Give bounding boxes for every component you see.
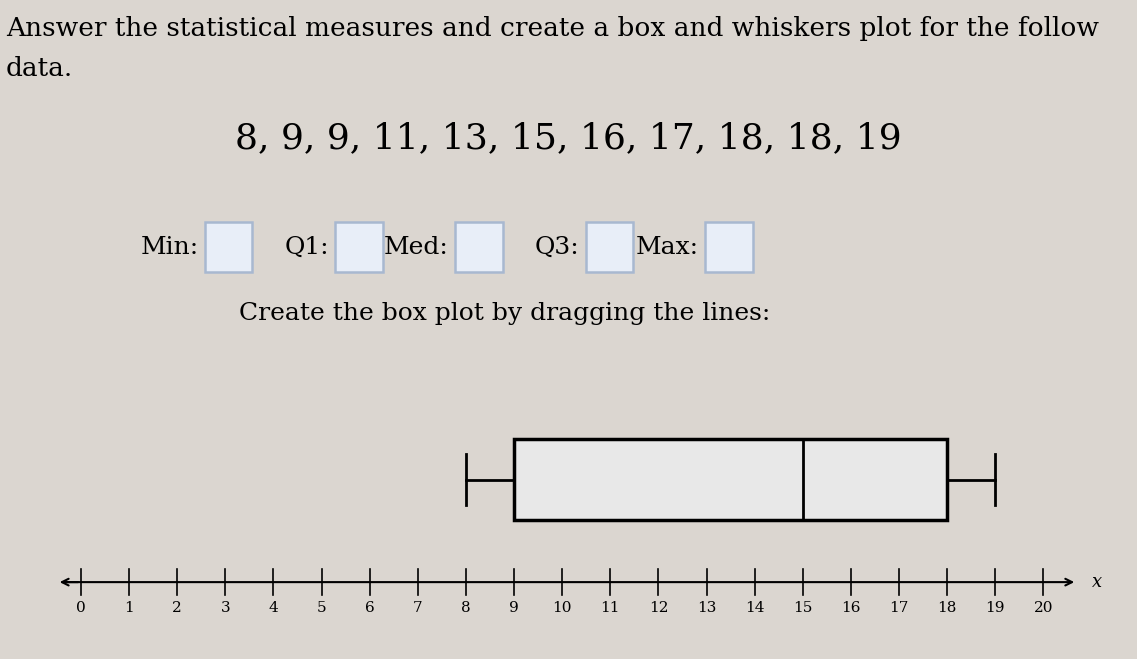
Text: 1: 1 [124,601,134,615]
Text: 4: 4 [268,601,279,615]
Text: 12: 12 [648,601,669,615]
Text: 20: 20 [1034,601,1053,615]
Text: 13: 13 [697,601,716,615]
Text: 0: 0 [76,601,85,615]
Text: 11: 11 [600,601,620,615]
Text: Q3:: Q3: [536,236,580,258]
Text: 19: 19 [986,601,1005,615]
Text: Q1:: Q1: [285,236,330,258]
Text: 6: 6 [365,601,374,615]
Text: Max:: Max: [636,236,699,258]
Text: Min:: Min: [141,236,199,258]
Text: 8: 8 [462,601,471,615]
Text: 2: 2 [173,601,182,615]
Text: 17: 17 [889,601,908,615]
Text: 9: 9 [509,601,518,615]
Text: 18: 18 [938,601,957,615]
Text: 3: 3 [221,601,230,615]
Bar [514,440,947,520]
Text: Answer the statistical measures and create a box and whiskers plot for the follo: Answer the statistical measures and crea… [6,16,1098,42]
Text: 14: 14 [745,601,764,615]
Text: x: x [1092,573,1102,591]
Text: 7: 7 [413,601,423,615]
Text: 5: 5 [317,601,326,615]
Text: 16: 16 [841,601,861,615]
Text: 10: 10 [553,601,572,615]
Text: 15: 15 [794,601,813,615]
Text: 8, 9, 9, 11, 13, 15, 16, 17, 18, 18, 19: 8, 9, 9, 11, 13, 15, 16, 17, 18, 18, 19 [235,121,902,156]
Text: data.: data. [6,56,73,81]
Text: Med:: Med: [384,236,449,258]
Text: Create the box plot by dragging the lines:: Create the box plot by dragging the line… [239,302,770,324]
